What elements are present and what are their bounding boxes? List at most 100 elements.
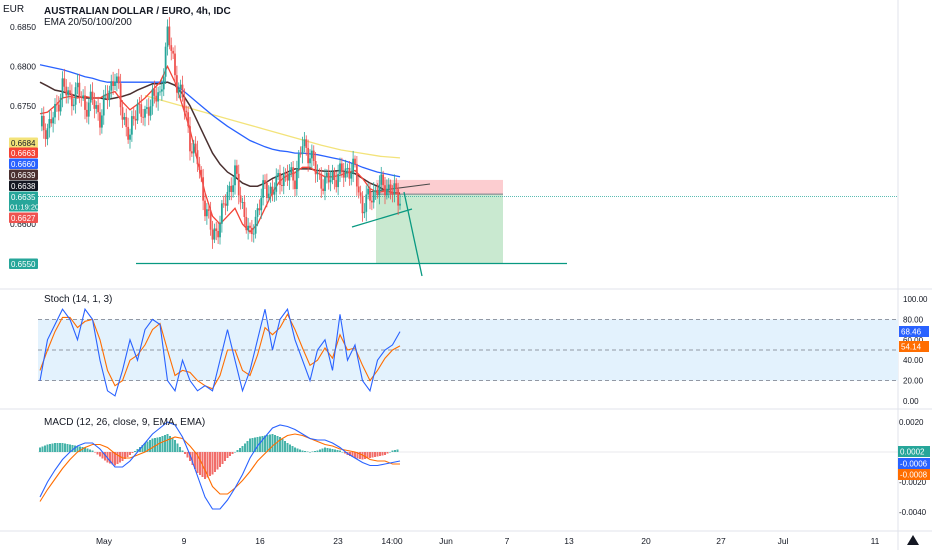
macd-histogram-bar (299, 449, 301, 452)
macd-tick-label: 0.0020 (899, 418, 924, 427)
macd-badge (898, 446, 930, 457)
candle-body (335, 180, 338, 188)
macd-histogram-bar (319, 449, 321, 452)
stoch-badge (899, 341, 929, 352)
macd-histogram-bar (391, 450, 394, 452)
macd-badge (898, 469, 930, 480)
candle-body (297, 153, 300, 170)
price-badge (9, 158, 38, 169)
macd-line (39, 421, 401, 510)
trendline (403, 191, 423, 277)
candle-body (205, 209, 208, 217)
macd-badge-label: 0.0002 (900, 448, 925, 457)
macd-histogram-bar (236, 450, 239, 452)
candle-body (344, 168, 347, 178)
symbol-title[interactable]: AUSTRALIAN DOLLAR / EURO, 4h, IDC (44, 6, 231, 17)
macd-legend[interactable]: MACD (12, 26, close, 9, EMA, EMA) (44, 417, 206, 428)
candle-body (265, 182, 268, 199)
price-badge-label: 0.6627 (11, 214, 36, 223)
macd-histogram-bar (149, 440, 151, 452)
candle-body (228, 185, 231, 192)
candle-body (279, 172, 281, 186)
macd-histogram-bar (56, 443, 59, 452)
candle-body (108, 90, 111, 101)
tradingview-logo-icon (907, 535, 919, 545)
candle-body (365, 194, 368, 212)
stoch-legend[interactable]: Stoch (14, 1, 3) (44, 294, 113, 305)
candle-body (352, 158, 355, 173)
stoch-badge (899, 326, 929, 337)
macd-histogram-bar (111, 452, 114, 465)
stoch-badge-label: 68.46 (901, 328, 922, 337)
macd-histogram-bar (306, 451, 309, 452)
candle-body (359, 192, 362, 196)
candle-body (117, 76, 120, 84)
macd-histogram-bar (316, 450, 319, 452)
candle-body (187, 112, 190, 127)
candle-body (226, 191, 229, 206)
candle-body (115, 76, 118, 82)
stoch-tick-label: 100.00 (903, 295, 928, 304)
macd-histogram-bar (216, 452, 219, 470)
time-tick-label: 27 (716, 536, 726, 546)
candle-body (254, 216, 257, 234)
macd-histogram-bar (326, 448, 329, 452)
candle-body (393, 183, 396, 195)
candle-body (215, 228, 218, 231)
candle-body (250, 227, 253, 235)
candle-body (99, 112, 101, 128)
candle-body (127, 126, 130, 140)
candle-body (397, 189, 400, 206)
macd-histogram-bar (371, 452, 374, 458)
candle-body (104, 94, 107, 96)
price-tick-label: 0.6800 (10, 61, 36, 71)
candle-body (284, 173, 287, 175)
candle-body (112, 81, 115, 87)
macd-histogram-bar (134, 451, 136, 452)
candle-body (384, 185, 386, 196)
candle-body (140, 104, 143, 117)
macd-histogram-bar (66, 444, 69, 452)
candle-body (136, 103, 139, 121)
time-tick-label: Jul (778, 536, 789, 546)
candle-body (363, 211, 366, 214)
macd-histogram-bar (54, 443, 56, 452)
macd-histogram-bar (281, 439, 284, 452)
macd-histogram-bar (59, 443, 61, 452)
macd-histogram-bar (336, 450, 339, 452)
price-badge-label: 0.6638 (11, 182, 36, 191)
macd-histogram-bar (211, 452, 214, 475)
candle-body (181, 84, 184, 98)
price-badge (9, 147, 38, 158)
candle-body (370, 200, 373, 203)
macd-histogram-bar (69, 444, 71, 452)
ema-legend[interactable]: EMA 20/50/100/200 (44, 17, 132, 28)
macd-histogram-bar (186, 452, 189, 458)
macd-histogram-bar (389, 452, 391, 453)
macd-histogram-bar (174, 440, 176, 452)
macd-histogram-bar (266, 435, 269, 452)
candle-body (378, 184, 381, 196)
macd-histogram-bar (219, 452, 221, 467)
candle-body (144, 108, 146, 118)
macd-histogram-bar (126, 452, 129, 457)
candle-body (155, 95, 158, 102)
price-badge (9, 137, 38, 148)
candle-body (322, 188, 325, 191)
macd-histogram-bar (164, 435, 166, 452)
candle-body (299, 153, 302, 155)
candle-body (310, 150, 313, 159)
candle-body (369, 188, 371, 201)
macd-histogram-bar (129, 452, 131, 455)
macd-histogram-bar (89, 449, 91, 452)
time-tick-label: 11 (871, 536, 880, 546)
macd-badge-label: -0.0006 (900, 460, 928, 469)
candle-body (61, 78, 64, 98)
candle-body (219, 223, 221, 238)
macd-histogram-bar (249, 438, 251, 452)
price-tick-label: 0.6850 (10, 22, 36, 32)
macd-histogram-bar (241, 446, 244, 452)
stoch-tick-label: 40.00 (903, 356, 924, 365)
